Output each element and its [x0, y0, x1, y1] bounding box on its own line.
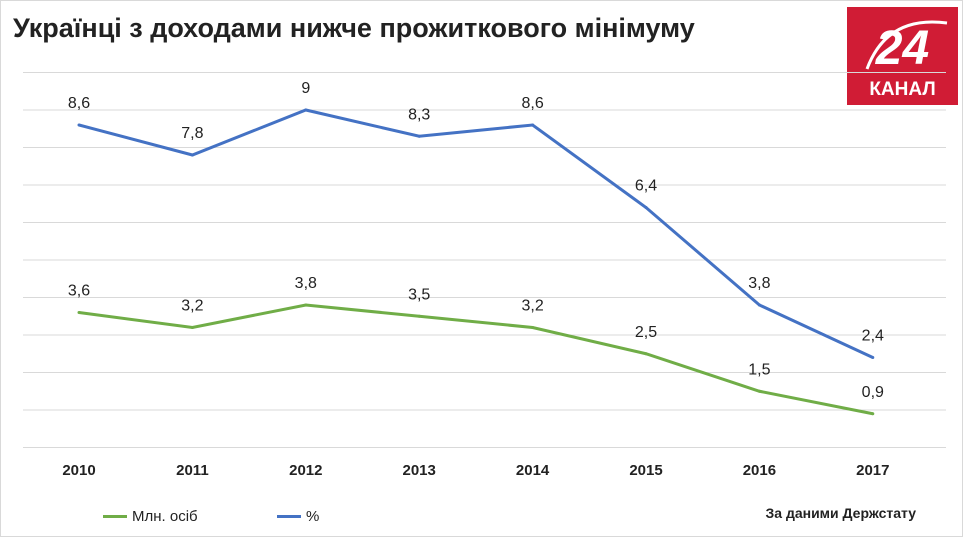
legend-label-mln: Млн. осіб: [132, 508, 198, 525]
data-point: [871, 356, 875, 359]
data-label: 8,3: [408, 106, 430, 123]
data-label: 3,5: [408, 286, 430, 303]
x-tick-label: 2011: [176, 462, 209, 479]
legend-item-percent: %: [277, 508, 319, 525]
data-point: [417, 314, 421, 318]
data-point: [77, 123, 81, 127]
data-point: [190, 326, 194, 329]
x-tick-label: 2012: [289, 462, 322, 479]
channel-24-logo: 24 КАНАЛ: [847, 7, 958, 105]
data-point: [417, 134, 421, 138]
legend-swatch-percent: [277, 515, 301, 518]
data-label: 2,5: [635, 324, 657, 341]
source-note: За даними Держстату: [765, 505, 917, 521]
data-label: 0,9: [862, 384, 884, 401]
data-point: [304, 108, 308, 112]
data-label: 3,8: [748, 275, 770, 292]
x-tick-label: 2017: [856, 462, 889, 479]
x-tick-label: 2014: [516, 462, 550, 479]
logo-arc-icon: [865, 20, 948, 70]
x-tick-label: 2010: [62, 462, 95, 479]
legend-item-mln: Млн. осіб: [103, 508, 198, 525]
x-tick-label: 2015: [629, 462, 662, 479]
data-point: [531, 326, 535, 329]
data-label: 8,6: [521, 95, 543, 112]
data-point: [757, 303, 761, 307]
data-label: 8,6: [68, 95, 90, 112]
x-tick-label: 2013: [403, 462, 436, 479]
data-label: 3,8: [295, 275, 317, 292]
data-label: 3,2: [521, 298, 543, 315]
legend-label-percent: %: [306, 508, 320, 525]
data-label: 3,2: [181, 298, 203, 315]
x-tick-label: 2016: [743, 462, 776, 479]
data-point: [757, 389, 761, 393]
data-label: 6,4: [635, 178, 657, 195]
legend-swatch-mln: [103, 515, 127, 518]
data-point: [190, 153, 194, 157]
series-line-0: [78, 303, 874, 416]
data-label: 9: [301, 80, 310, 97]
chart-title: Українці з доходами нижче прожиткового м…: [13, 13, 695, 43]
series-line-1: [78, 108, 874, 359]
logo-number: 24: [875, 22, 930, 75]
data-point: [644, 206, 648, 209]
data-point: [77, 311, 81, 314]
data-label: 2,4: [862, 328, 884, 345]
data-label: 1,5: [748, 361, 770, 378]
data-point: [871, 412, 875, 416]
data-point: [644, 352, 648, 356]
data-point: [304, 303, 308, 307]
data-label: 3,6: [68, 283, 90, 300]
line-chart: 2010 2011 2012 2013 2014 2015 2016 2017 3,6 3,2 3,…: [23, 72, 946, 479]
data-point: [531, 123, 535, 127]
data-label: 7,8: [181, 125, 203, 142]
logo-text: КАНАЛ: [869, 79, 936, 100]
